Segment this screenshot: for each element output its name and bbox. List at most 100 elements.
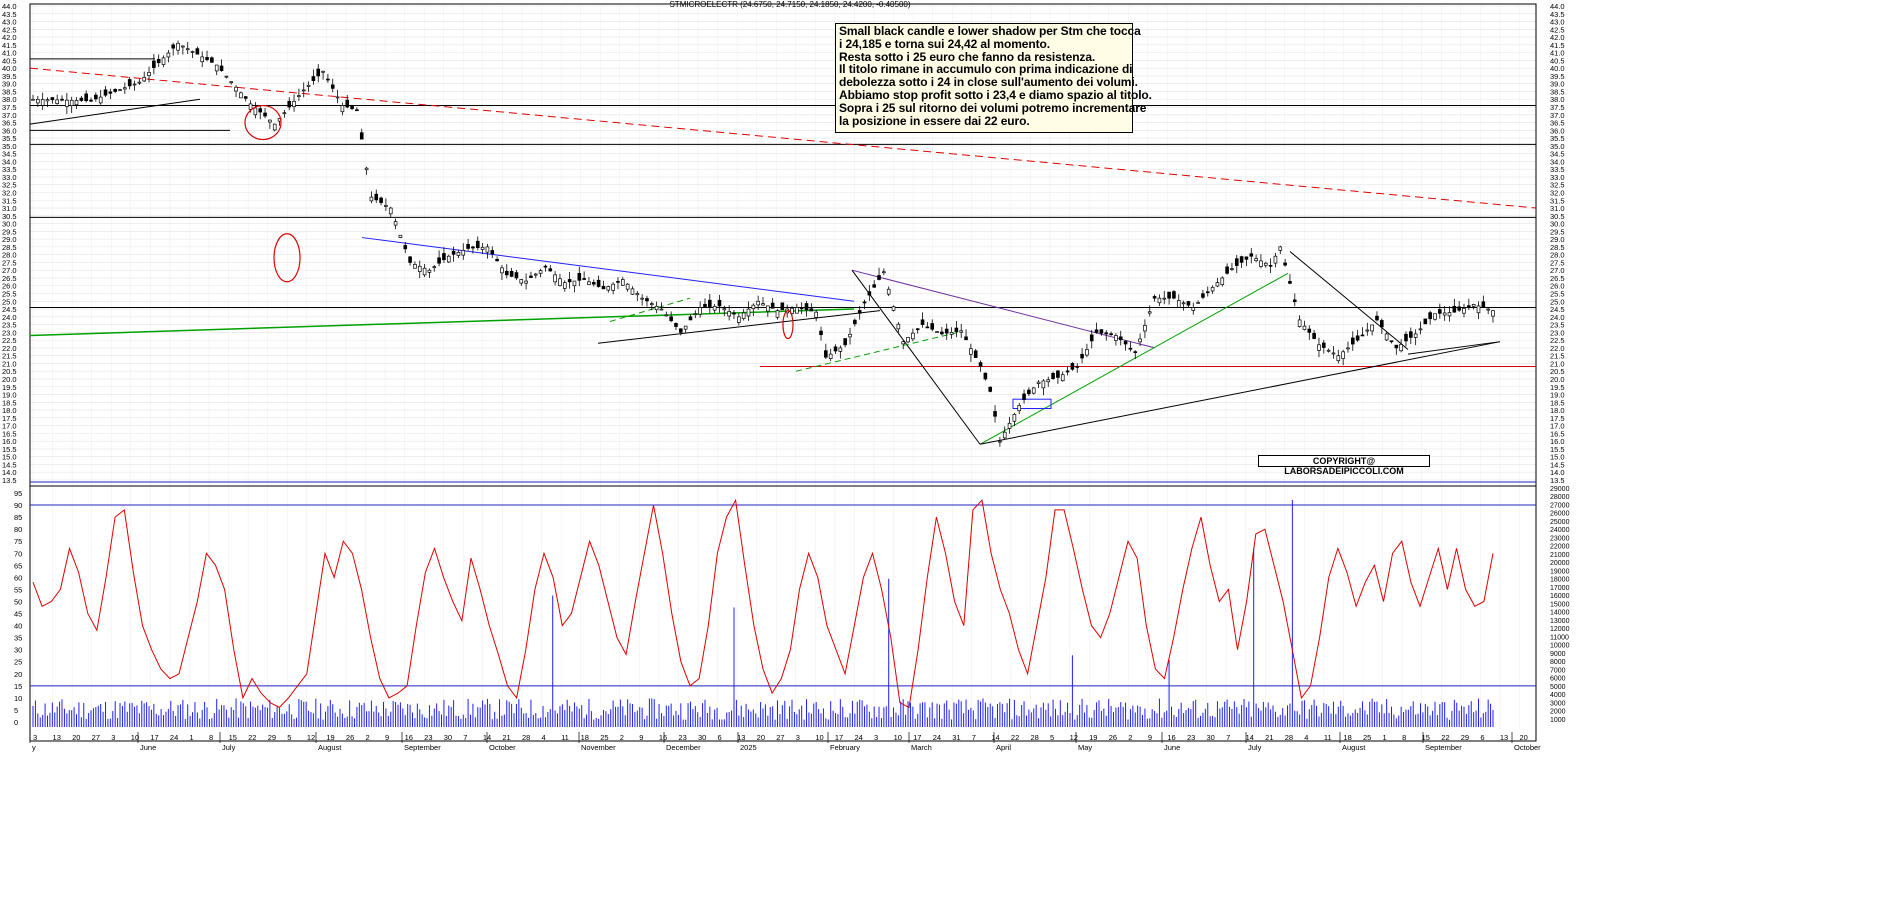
candle-body (1036, 381, 1041, 384)
candle-body (766, 305, 770, 312)
candle-body (243, 96, 248, 99)
candle-body (1467, 305, 1471, 308)
candle-body (1070, 363, 1075, 370)
price-tick-label-right: 23.5 (1550, 321, 1565, 330)
volume-tick-label: 9000 (1550, 651, 1566, 658)
day-tick-label: 10 (815, 733, 823, 742)
day-tick-label: 3 (111, 733, 115, 742)
price-tick-label-left: 14.5 (2, 460, 17, 469)
candle-body (1317, 344, 1321, 351)
price-tick-label-right: 35.0 (1550, 142, 1565, 151)
candle-body (50, 97, 55, 101)
candle-body (185, 48, 190, 51)
price-candles (31, 40, 1495, 447)
candle-body (345, 99, 350, 108)
day-tick-label: 14 (1246, 733, 1254, 742)
candle-body (509, 270, 514, 277)
consolidation-box (1012, 398, 1052, 410)
day-tick-label: 24 (933, 733, 941, 742)
price-tick-label-right: 44.0 (1550, 2, 1565, 11)
candle-body (500, 267, 504, 274)
candle-body (978, 362, 983, 367)
price-tick-label-left: 32.0 (2, 188, 17, 197)
candle-body (1051, 373, 1055, 379)
price-tick-label-right: 28.5 (1550, 243, 1565, 252)
candle-body (930, 323, 935, 330)
price-tick-label-right: 22.5 (1550, 336, 1565, 345)
candle-body (562, 282, 567, 289)
day-tick-label: 26 (1109, 733, 1117, 742)
candle-body (485, 246, 490, 253)
day-tick-label: 4 (1304, 733, 1308, 742)
candle-body (886, 288, 891, 295)
candle-body (1302, 325, 1307, 330)
price-tick-label-right: 31.0 (1550, 204, 1565, 213)
candle-body (708, 299, 712, 308)
candle-body (427, 269, 432, 273)
price-tick-label-left: 40.0 (2, 64, 17, 73)
candle-body (132, 83, 137, 86)
candle-body (89, 99, 93, 102)
candle-body (40, 99, 45, 106)
candle-body (770, 302, 775, 309)
day-tick-label: 11 (1324, 733, 1332, 742)
candle-body (263, 112, 267, 117)
trend-line (851, 269, 981, 445)
oscillator-tick-label: 95 (14, 489, 22, 498)
candle-body (1104, 332, 1109, 335)
candle-body (65, 99, 69, 107)
candle-body (790, 307, 794, 314)
candle-body (973, 350, 978, 358)
highlight-circle (244, 104, 282, 141)
day-tick-label: 28 (1030, 733, 1038, 742)
price-tick-label-left: 17.0 (2, 422, 17, 431)
price-tick-label-right: 42.0 (1550, 33, 1565, 42)
candle-body (901, 341, 905, 345)
day-tick-label: 18 (581, 733, 589, 742)
candle-body (640, 297, 644, 300)
candle-body (824, 350, 828, 358)
day-tick-label: 10 (131, 733, 139, 742)
candle-body (635, 293, 640, 296)
candle-body (920, 319, 925, 325)
candle-body (722, 308, 727, 311)
oscillator-tick-label: 85 (14, 513, 22, 522)
candle-body (374, 193, 379, 201)
day-tick-label: 3 (33, 733, 37, 742)
day-tick-label: 13 (737, 733, 745, 742)
candle-body (384, 204, 388, 207)
price-tick-label-right: 19.5 (1550, 383, 1565, 392)
day-tick-label: 20 (757, 733, 765, 742)
candle-body (292, 100, 296, 107)
candle-body (355, 109, 359, 112)
volume-bars (32, 499, 1494, 727)
candle-body (514, 272, 519, 279)
candle-body (664, 314, 669, 317)
trend-line (851, 269, 1156, 349)
candle-body (258, 108, 263, 113)
candle-body (882, 271, 886, 274)
candle-body (843, 338, 847, 346)
candle-body (1022, 393, 1026, 400)
candle-body (1002, 431, 1007, 439)
price-tick-label-left: 38.0 (2, 95, 17, 104)
candle-body (814, 311, 818, 318)
price-tick-label-right: 39.5 (1550, 72, 1565, 81)
candle-body (1457, 306, 1461, 311)
candle-body (741, 312, 746, 320)
candle-body (809, 308, 814, 312)
day-tick-label: 27 (776, 733, 784, 742)
candle-body (862, 301, 867, 304)
candle-body (234, 86, 238, 92)
candle-body (200, 56, 205, 63)
volume-tick-label: 1000 (1550, 717, 1566, 724)
candle-body (645, 298, 649, 302)
candle-body (413, 264, 417, 269)
candle-body (717, 299, 722, 307)
candle-body (959, 330, 964, 333)
volume-tick-label: 16000 (1550, 593, 1570, 600)
annotation-line: i 24,185 e torna sui 24,42 al momento. (839, 36, 1050, 51)
price-tick-label-left: 23.0 (2, 328, 17, 337)
candle-body (1196, 302, 1200, 304)
candle-body (1027, 389, 1031, 395)
